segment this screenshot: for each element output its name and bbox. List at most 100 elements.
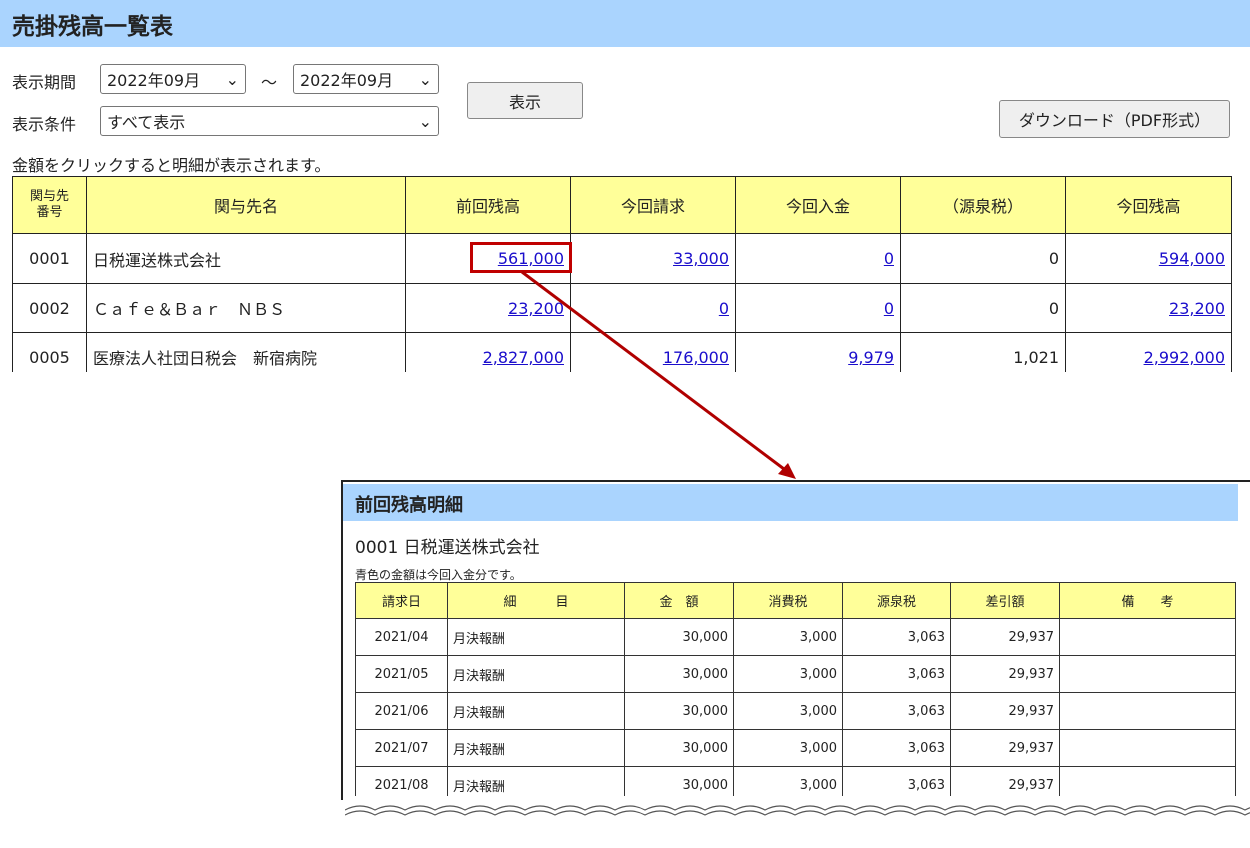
balance-link[interactable]: 594,000 [1158, 249, 1225, 268]
consumption-tax: 3,000 [733, 766, 843, 800]
page-header: 売掛残高一覧表 [0, 0, 1250, 47]
col-withholding: 源泉税 [842, 582, 951, 619]
period-from-select[interactable]: 2022年09月 ⌄ [100, 64, 246, 94]
detail-client: 0001 日税運送株式会社 [355, 538, 540, 558]
billing-date: 2021/06 [355, 692, 448, 730]
item: 月決報酬 [447, 692, 625, 730]
col-client-no: 関与先番号 [12, 176, 87, 234]
prev-balance-link[interactable]: 561,000 [497, 249, 564, 268]
chevron-down-icon: ⌄ [418, 111, 432, 131]
condition-select[interactable]: すべて表示 ⌄ [100, 106, 439, 136]
item: 月決報酬 [447, 729, 625, 767]
amount: 30,000 [624, 618, 734, 656]
item: 月決報酬 [447, 655, 625, 693]
condition-label: 表示条件 [12, 115, 77, 134]
arrow-head [778, 463, 796, 479]
billing-link[interactable]: 0 [718, 298, 729, 318]
hint-text: 金額をクリックすると明細が表示されます。 [12, 156, 331, 175]
col-item: 細 目 [447, 582, 625, 619]
table-cutoff [0, 372, 1250, 482]
col-withholding-tax: （源泉税） [900, 176, 1066, 234]
condition-value: すべて表示 [107, 113, 186, 132]
chevron-down-icon: ⌄ [418, 69, 432, 89]
withholding: 3,063 [842, 766, 951, 800]
col-prev-balance: 前回残高 [405, 176, 571, 234]
amount: 30,000 [624, 655, 734, 693]
detail-header: 前回残高明細 [343, 484, 1238, 521]
consumption-tax: 3,000 [733, 618, 843, 656]
amount: 30,000 [624, 692, 734, 730]
receivables-table: 関与先番号 関与先名 前回残高 今回請求 今回入金 （源泉税） 今回残高 000… [12, 176, 1232, 382]
detail-row: 2021/08 月決報酬 30,000 3,000 3,063 29,937 [355, 766, 1236, 800]
col-net: 差引額 [950, 582, 1060, 619]
remarks [1059, 618, 1236, 656]
billing-date: 2021/07 [355, 729, 448, 767]
consumption-tax: 3,000 [733, 655, 843, 693]
prev-balance-link[interactable]: 23,200 [508, 298, 564, 318]
balance-link[interactable]: 2,992,000 [1143, 347, 1225, 367]
detail-row: 2021/04 月決報酬 30,000 3,000 3,063 29,937 [355, 618, 1236, 656]
col-amount: 金 額 [624, 582, 734, 619]
net: 29,937 [950, 655, 1060, 693]
billing-date: 2021/04 [355, 618, 448, 656]
remarks [1059, 655, 1236, 693]
item: 月決報酬 [447, 618, 625, 656]
consumption-tax: 3,000 [733, 729, 843, 767]
show-button[interactable]: 表示 [467, 82, 583, 119]
prev-balance-link[interactable]: 2,827,000 [482, 347, 564, 367]
withholding-value: 0 [900, 283, 1066, 333]
col-remarks: 備 考 [1059, 582, 1236, 619]
net: 29,937 [950, 729, 1060, 767]
detail-row: 2021/07 月決報酬 30,000 3,000 3,063 29,937 [355, 729, 1236, 767]
col-consumption-tax: 消費税 [733, 582, 843, 619]
item: 月決報酬 [447, 766, 625, 800]
consumption-tax: 3,000 [733, 692, 843, 730]
net: 29,937 [950, 692, 1060, 730]
detail-table: 請求日 細 目 金 額 消費税 源泉税 差引額 備 考 2021/04 月決報酬 3… [355, 582, 1236, 800]
period-from-value: 2022年09月 [107, 71, 201, 90]
payment-link[interactable]: 9,979 [848, 347, 894, 367]
col-current-billing: 今回請求 [570, 176, 736, 234]
withholding: 3,063 [842, 618, 951, 656]
detail-row: 2021/05 月決報酬 30,000 3,000 3,063 29,937 [355, 655, 1236, 693]
remarks [1059, 692, 1236, 730]
amount: 30,000 [624, 766, 734, 800]
detail-note: 青色の金額は今回入金分です。 [355, 568, 522, 582]
detail-row: 2021/06 月決報酬 30,000 3,000 3,063 29,937 [355, 692, 1236, 730]
tilde: ～ [261, 73, 278, 92]
withholding: 3,063 [842, 692, 951, 730]
net: 29,937 [950, 766, 1060, 800]
client-no: 0001 [12, 233, 87, 284]
detail-title: 前回残高明細 [355, 495, 463, 516]
highlight-box [470, 242, 572, 273]
col-billing-date: 請求日 [355, 582, 448, 619]
col-current-balance: 今回残高 [1065, 176, 1232, 234]
billing-date: 2021/08 [355, 766, 448, 800]
period-to-value: 2022年09月 [300, 71, 394, 90]
period-to-select[interactable]: 2022年09月 ⌄ [293, 64, 439, 94]
torn-edge [345, 796, 1250, 826]
download-pdf-button[interactable]: ダウンロード（PDF形式） [999, 100, 1230, 138]
page-title: 売掛残高一覧表 [12, 14, 173, 40]
balance-link[interactable]: 23,200 [1169, 298, 1225, 318]
arrow-line [521, 270, 789, 474]
withholding: 3,063 [842, 655, 951, 693]
wave-line [345, 810, 1250, 816]
billing-link[interactable]: 176,000 [662, 347, 729, 367]
period-label: 表示期間 [12, 73, 77, 92]
detail-panel: 前回残高明細 0001 日税運送株式会社 青色の金額は今回入金分です。 請求日 … [341, 480, 1250, 800]
billing-link[interactable]: 33,000 [673, 249, 729, 268]
net: 29,937 [950, 618, 1060, 656]
payment-link[interactable]: 0 [883, 249, 894, 268]
col-current-payment: 今回入金 [735, 176, 901, 234]
col-client-no-label: 関与先番号 [29, 189, 69, 220]
remarks [1059, 729, 1236, 767]
amount: 30,000 [624, 729, 734, 767]
table-row: 0002 Ｃａｆｅ＆Ｂａｒ ＮＢＳ 23,200 0 0 0 23,200 [12, 283, 1232, 333]
chevron-down-icon: ⌄ [225, 69, 239, 89]
wave-line [345, 805, 1250, 811]
payment-link[interactable]: 0 [883, 298, 894, 318]
col-client-name: 関与先名 [86, 176, 406, 234]
client-name: Ｃａｆｅ＆Ｂａｒ ＮＢＳ [86, 283, 406, 333]
